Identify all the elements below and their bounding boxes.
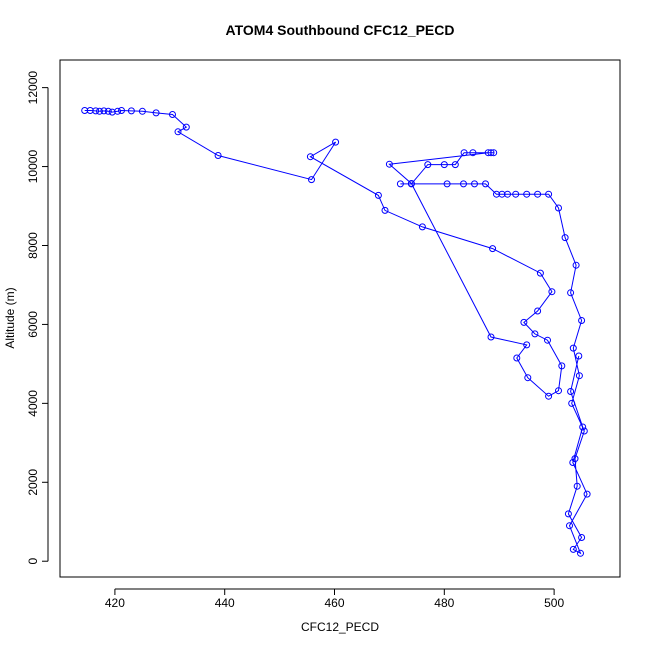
data-point	[555, 204, 562, 212]
data-point	[127, 107, 135, 115]
data-point	[580, 427, 588, 435]
data-point	[385, 160, 393, 168]
data-point	[545, 392, 553, 400]
data-point	[504, 190, 511, 198]
y-axis-label: Altitude (m)	[3, 287, 17, 348]
data-point	[418, 223, 426, 231]
data-point	[573, 482, 581, 490]
data-point	[490, 149, 498, 157]
data-point	[561, 234, 569, 242]
data-point	[138, 107, 146, 115]
data-point	[174, 128, 182, 136]
data-point	[332, 138, 340, 146]
data-point	[571, 455, 579, 463]
plot-frame	[59, 59, 621, 578]
data-point	[96, 107, 103, 115]
data-point	[482, 180, 489, 188]
data-point	[568, 399, 576, 407]
data-point	[214, 152, 222, 159]
data-point	[114, 107, 122, 115]
x-tick-label: 480	[434, 596, 454, 610]
x-tick-label: 500	[544, 596, 564, 610]
data-point	[531, 330, 539, 338]
data-point	[469, 149, 477, 157]
data-point	[487, 333, 495, 341]
data-point	[460, 180, 467, 188]
data-point	[100, 107, 108, 115]
data-point	[523, 341, 531, 349]
data-point	[577, 549, 584, 557]
data-point	[575, 372, 583, 380]
data-point	[513, 354, 521, 362]
x-axis-label: CFC12_PECD	[301, 620, 379, 634]
data-point	[567, 289, 575, 297]
data-point	[396, 180, 404, 188]
x-axis: 420 440 460 480 500	[105, 588, 564, 610]
data-point	[520, 318, 528, 326]
data-point	[534, 307, 542, 315]
x-tick-label: 440	[215, 596, 235, 610]
data-point	[569, 344, 577, 352]
data-point	[169, 111, 176, 118]
data-point	[575, 352, 583, 360]
data-point	[566, 522, 573, 530]
data-point	[548, 288, 556, 296]
data-point	[118, 107, 125, 114]
data-point	[544, 336, 551, 344]
data-point	[572, 261, 580, 269]
data-point	[578, 317, 586, 324]
data-point	[108, 108, 116, 116]
data-point	[579, 423, 587, 431]
data-point	[152, 109, 160, 117]
data-point	[545, 190, 553, 198]
data-point	[424, 161, 432, 169]
data-point	[92, 107, 100, 115]
chart-title: ATOM4 Southbound CFC12_PECD	[226, 22, 455, 38]
data-point	[536, 269, 544, 277]
data-point	[512, 190, 520, 198]
data-point	[524, 374, 532, 382]
data-point	[381, 206, 389, 214]
series-line	[84, 109, 588, 555]
data-point	[471, 180, 478, 188]
data-point	[308, 176, 315, 184]
data-point	[523, 190, 531, 198]
data-point	[451, 161, 459, 169]
data-point	[306, 153, 314, 161]
data-point	[555, 387, 562, 395]
y-tick-label: 8000	[26, 232, 40, 259]
data-point	[443, 180, 451, 188]
data-point	[374, 191, 382, 199]
data-point	[182, 123, 190, 131]
data-point	[489, 245, 497, 253]
y-tick-label: 12000	[26, 71, 40, 105]
data-point	[564, 510, 572, 518]
y-tick-label: 4000	[26, 390, 40, 417]
data-point	[104, 107, 112, 115]
data-point	[487, 149, 495, 157]
y-tick-label: 0	[26, 558, 40, 565]
data-point	[407, 180, 415, 188]
data-point	[534, 190, 542, 198]
data-point	[567, 388, 575, 395]
y-tick-label: 2000	[26, 469, 40, 496]
y-tick-label: 6000	[26, 311, 40, 338]
y-axis: 0 2000 4000 6000 8000 10000 12000	[26, 71, 49, 565]
data-point	[558, 362, 566, 370]
data-point	[583, 490, 591, 498]
data-point	[569, 545, 577, 553]
data-point	[440, 161, 448, 169]
x-tick-label: 420	[105, 596, 125, 610]
data-point	[569, 459, 577, 466]
data-point	[578, 534, 586, 541]
data-point	[460, 149, 468, 157]
series-layer	[81, 107, 591, 557]
y-tick-label: 10000	[26, 150, 40, 184]
x-tick-label: 460	[324, 596, 344, 610]
